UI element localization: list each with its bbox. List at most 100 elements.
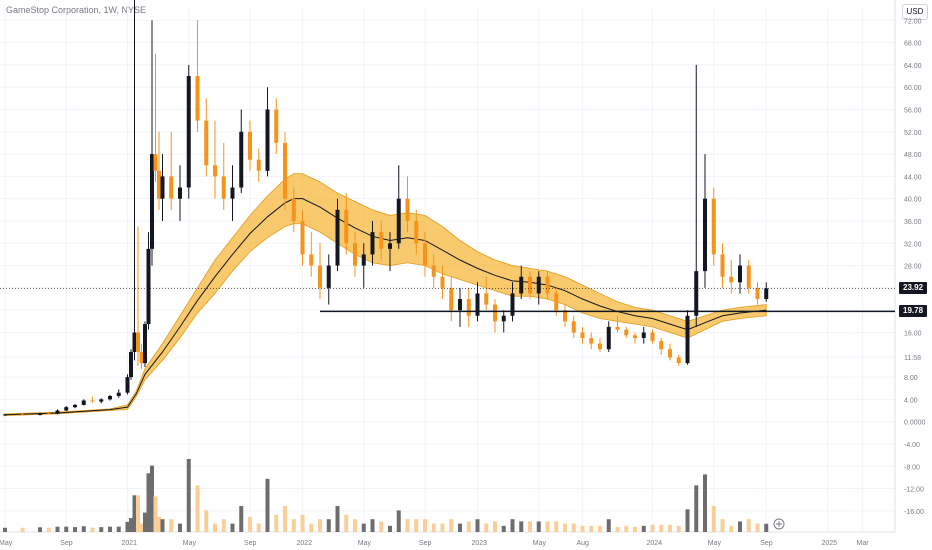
volume-bar	[274, 514, 279, 532]
volume-bar	[528, 521, 532, 532]
candle-body	[353, 243, 357, 266]
candle-body	[136, 332, 140, 352]
candle-body	[361, 254, 366, 266]
x-tick-label: Mar	[857, 540, 870, 547]
y-tick-label: 0.0000	[904, 420, 926, 427]
currency-button[interactable]: USD	[902, 4, 928, 20]
volume-bar	[150, 465, 154, 532]
candle-body	[20, 414, 25, 416]
candle-body	[405, 198, 410, 221]
volume-bar	[309, 523, 314, 532]
volume-bar	[606, 519, 611, 532]
x-tick-label: Sep	[760, 540, 773, 547]
volume-bar	[335, 506, 340, 532]
volume-bar	[458, 523, 462, 532]
x-tick-label: Sep	[419, 540, 432, 547]
volume-bar	[475, 519, 480, 532]
volume-bar	[160, 519, 165, 532]
volume-bar	[668, 524, 672, 532]
volume-bar	[633, 526, 637, 532]
volume-bar	[510, 519, 515, 532]
band-area	[4, 173, 767, 416]
volume-bar	[157, 517, 161, 532]
volume-bar	[38, 527, 42, 532]
volume-bar	[132, 495, 137, 532]
candle-body	[466, 299, 471, 316]
candle-body	[132, 332, 137, 352]
candle-body	[370, 232, 375, 255]
candle-body	[475, 293, 480, 316]
candle-body	[169, 176, 174, 199]
volume-bar	[186, 459, 191, 532]
volume-bar	[256, 523, 261, 532]
add-indicator-button[interactable]	[773, 518, 785, 530]
volume-bar	[248, 517, 252, 532]
volume-bar	[396, 510, 401, 532]
candles	[3, 0, 769, 417]
candle-body	[326, 265, 331, 288]
volume-bar	[746, 519, 751, 532]
candle-body	[139, 351, 144, 364]
candle-body	[125, 377, 130, 393]
x-tick-label: 2025	[822, 540, 838, 547]
candle-body	[157, 170, 161, 199]
x-tick-label: 2022	[297, 540, 313, 547]
volume-bar	[405, 519, 410, 532]
candle-body	[458, 299, 462, 311]
y-tick-label: 32.00	[904, 241, 922, 248]
volume-bar	[571, 523, 576, 532]
y-tick-label: -16.00	[904, 509, 924, 516]
candle-body	[650, 332, 655, 341]
volume-bar	[326, 519, 331, 532]
candle-body	[703, 198, 707, 272]
volume-bar	[615, 526, 620, 532]
volume-bar	[536, 521, 541, 532]
y-tick-label: 52.00	[904, 130, 922, 137]
y-tick-label: 60.00	[904, 85, 922, 92]
candle-body	[589, 338, 594, 344]
candle-body	[81, 400, 86, 405]
volume-bar	[545, 521, 550, 532]
x-tick-label: Aug	[577, 540, 590, 547]
candle-body	[676, 357, 681, 364]
volume-bar	[659, 524, 664, 532]
candle-body	[256, 159, 261, 171]
candle-body	[624, 329, 629, 336]
volume-bar	[379, 521, 384, 532]
volume-bar	[81, 526, 86, 532]
candle-body	[64, 407, 69, 411]
y-tick-label: -4.00	[904, 442, 920, 449]
candle-body	[150, 154, 154, 249]
volume-bar	[685, 509, 690, 532]
volume-bar	[116, 526, 121, 532]
candle-body	[55, 410, 60, 414]
volume-bar	[353, 519, 357, 532]
y-tick-label: -8.00	[904, 464, 920, 471]
candle-body	[694, 271, 699, 316]
x-tick-label: Sep	[244, 540, 257, 547]
candle-body	[335, 209, 340, 266]
x-tick-label: May	[0, 540, 13, 547]
volume-bar	[99, 527, 104, 532]
candle-body	[668, 349, 672, 358]
candle-body	[738, 265, 742, 283]
candle-body	[108, 396, 112, 400]
candle-body	[230, 187, 235, 199]
time-axis[interactable]: May Sep 2021 May Sep 2022 May Sep 2023 May Aug 2024…	[0, 540, 869, 547]
volume-bar	[650, 524, 655, 532]
volume-bar	[755, 523, 760, 532]
volume-bar	[73, 527, 77, 532]
price-axis[interactable]: 72.00 68.00 64.00 60.00 56.00 52.00 48.00 44.00…	[904, 18, 926, 516]
chart-title: GameStop Corporation, 1W, NYSE	[6, 5, 147, 15]
x-tick-label: May	[708, 540, 722, 547]
candle-body	[344, 209, 349, 244]
volume-bar	[265, 478, 270, 532]
candle-body	[554, 293, 559, 311]
y-tick-label: 8.00	[904, 375, 918, 382]
volume-bar	[519, 521, 524, 532]
y-tick-label: 11.58	[904, 355, 921, 362]
candle-body	[536, 276, 541, 294]
volume-bar	[169, 519, 174, 532]
volume-bar	[589, 525, 594, 532]
